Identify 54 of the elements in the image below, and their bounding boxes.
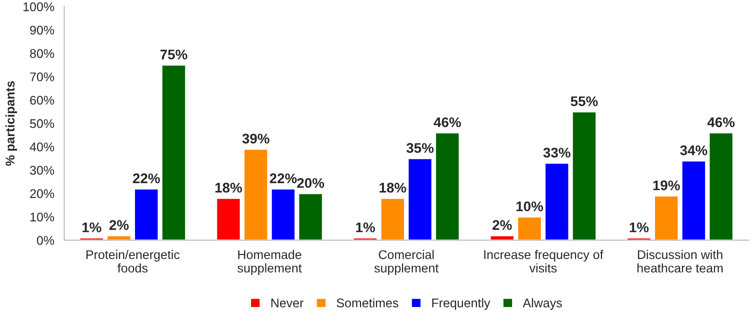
data-label: 46% [707, 117, 735, 128]
bar [270, 188, 296, 240]
y-tick-label: 20% [30, 189, 54, 198]
data-label: 10% [516, 201, 544, 212]
legend-label: Frequently [432, 298, 490, 310]
data-label: 34% [680, 145, 708, 156]
x-tick-label: Discussion with heathcare team [637, 250, 723, 273]
data-label: 20% [297, 178, 324, 188]
data-label: 1% [630, 222, 649, 232]
data-label: 46% [434, 117, 461, 128]
data-label: 33% [543, 148, 570, 158]
y-tick-label: 100% [24, 2, 54, 12]
bar [572, 111, 597, 240]
legend-label: Never [271, 298, 304, 308]
data-label: 19% [653, 180, 680, 190]
data-label: 39% [242, 134, 270, 144]
legend-label: Always [522, 298, 562, 310]
data-label: 22% [270, 173, 297, 184]
bar [544, 162, 570, 240]
data-label: 2% [492, 220, 512, 230]
data-label: 75% [160, 50, 188, 60]
bar [298, 192, 324, 240]
data-label: 55% [570, 96, 598, 106]
data-label: 1% [356, 222, 375, 232]
y-tick-label: 70% [30, 72, 54, 82]
data-label: 18% [380, 182, 406, 193]
x-tick-label: Homemade supplement [238, 250, 302, 276]
bar [680, 160, 706, 240]
bar [216, 197, 242, 240]
bar [243, 148, 269, 240]
data-label: 35% [406, 143, 434, 153]
x-tick-label: Increase frequency of visits [484, 250, 604, 273]
y-tick-label: 40% [30, 142, 54, 152]
y-tick-label: 60% [30, 96, 54, 105]
y-tick-label: 30% [30, 166, 54, 175]
bar [708, 132, 734, 240]
data-label: 2% [109, 220, 129, 230]
data-label: 1% [82, 222, 102, 232]
bar [160, 64, 186, 240]
bar [134, 188, 160, 240]
data-label: 18% [215, 182, 242, 193]
y-tick-label: 10% [30, 212, 54, 222]
y-tick-label: 80% [30, 49, 54, 58]
y-axis-title: % participants [5, 81, 18, 166]
y-tick-label: 50% [30, 119, 54, 128]
x-tick-label: Protein/energetic foods [86, 250, 180, 273]
y-tick-label: 90% [30, 26, 54, 35]
x-tick-label: Comercial supplement [374, 250, 439, 276]
y-tick-label: 0% [36, 236, 54, 245]
data-label: 22% [132, 173, 160, 184]
bar [380, 197, 406, 240]
bar [654, 195, 680, 240]
legend-label: Sometimes [336, 298, 398, 308]
bar [516, 216, 542, 240]
